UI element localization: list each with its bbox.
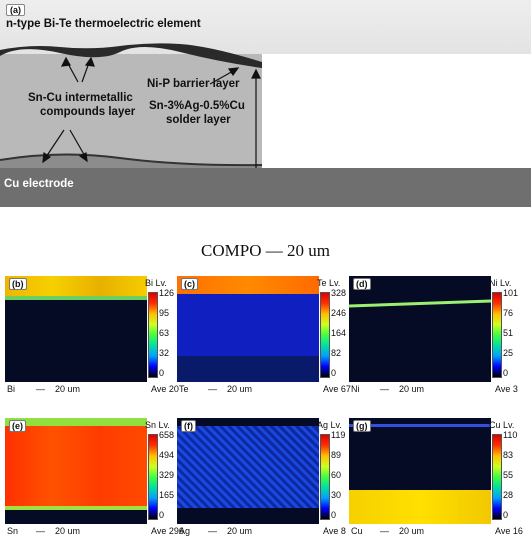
average-label: Ave 20 (151, 384, 179, 394)
colorbar-tick: 329 (159, 470, 175, 480)
element-symbol: Cu (351, 526, 363, 536)
level-label: Sn Lv. (145, 420, 170, 430)
element-symbol: Sn (7, 526, 19, 536)
colorbar (320, 292, 330, 378)
scale-dash: — (380, 526, 389, 536)
panel-label: (b) (9, 278, 27, 290)
colorbar-tick: 60 (331, 470, 342, 480)
colorbar-tick: 494 (159, 450, 175, 460)
colorbar-tick: 165 (159, 490, 175, 500)
scale-dash: — (208, 526, 217, 536)
colorbar-tick: 0 (331, 510, 337, 520)
panel-label: (g) (353, 420, 371, 432)
element-symbol: Te (179, 384, 189, 394)
colorbar-tick: 63 (159, 328, 170, 338)
colorbar-tick: 126 (159, 288, 175, 298)
colorbar-tick: 55 (503, 470, 514, 480)
average-label: Ave 67 (323, 384, 351, 394)
solder-label-2: solder layer (166, 114, 231, 126)
element-map-image: (g) (349, 418, 491, 524)
scale-dash: — (380, 384, 389, 394)
panel-label: (c) (181, 278, 198, 290)
element-map-panel-ag: (f) Ag Lv. 119 89 60 30 0 Ag — 20 um Ave 8 (177, 418, 348, 542)
element-map-panel-sn: (e) Sn Lv. 658 494 329 165 0 Sn — 20 um Ave 296 (5, 418, 184, 542)
scale-bar-label: 20 um (227, 526, 253, 536)
colorbar-tick: 110 (503, 430, 518, 440)
element-map-panel-te: (c) Te Lv. 328 246 164 82 0 Te — 20 um Ave 67 (177, 276, 351, 400)
colorbar-tick: 101 (503, 288, 519, 298)
colorbar-tick: 95 (159, 308, 170, 318)
average-label: Ave 16 (495, 526, 523, 536)
average-label: Ave 8 (323, 526, 346, 536)
scale-dash: — (36, 384, 45, 394)
element-map-image: (d) (349, 276, 491, 382)
colorbar-tick: 328 (331, 288, 347, 298)
colorbar-tick: 0 (159, 368, 165, 378)
level-label: Te Lv. (317, 278, 341, 288)
nip-layer-line (0, 43, 262, 180)
colorbar-tick: 119 (331, 430, 346, 440)
colorbar (492, 292, 502, 378)
colorbar-tick: 89 (331, 450, 342, 460)
sncu-label-1: Sn-Cu intermetallic (28, 92, 133, 104)
colorbar-tick: 83 (503, 450, 514, 460)
scale-bar-label: 20 um (55, 526, 81, 536)
scale-bar-label: 20 um (227, 384, 253, 394)
colorbar-tick: 82 (331, 348, 342, 358)
scale-dash: — (208, 384, 217, 394)
colorbar-tick: 32 (159, 348, 170, 358)
bi-te-region (0, 0, 531, 54)
colorbar-tick: 0 (159, 510, 165, 520)
colorbar-tick: 0 (503, 368, 509, 378)
colorbar-tick: 51 (503, 328, 514, 338)
element-map-panel-ni: (d) Ni Lv. 101 76 51 25 0 Ni — 20 um Ave 3 (349, 276, 520, 400)
nip-label: Ni-P barrier layer (147, 78, 240, 90)
colorbar-tick: 658 (159, 430, 175, 440)
level-label: Cu Lv. (489, 420, 515, 430)
colorbar-tick: 76 (503, 308, 514, 318)
colorbar-tick: 0 (331, 368, 337, 378)
scale-bar-label: 20 um (55, 384, 81, 394)
panel-label: (e) (9, 420, 26, 432)
element-symbol: Bi (7, 384, 16, 394)
element-map-panel-bi: (b) Bi Lv. 126 95 63 32 0 Bi — 20 um Ave 20 (5, 276, 179, 400)
panel-label: (d) (353, 278, 371, 290)
panel-label-a: (a) (6, 4, 25, 16)
colorbar (320, 434, 330, 520)
element-map-image: (c) (177, 276, 319, 382)
sem-title: n-type Bi-Te thermoelectric element (6, 18, 201, 30)
scale-bar-label: 20 um (399, 526, 425, 536)
sem-image: (a) n-type Bi-Te thermoelectric element … (0, 0, 531, 207)
colorbar (148, 434, 158, 520)
compo-caption: COMPO — 20 um (201, 241, 330, 260)
scale-dash: — (36, 526, 45, 536)
scale-bar-label: 20 um (399, 384, 425, 394)
level-label: Bi Lv. (145, 278, 167, 288)
element-symbol: Ni (351, 384, 360, 394)
colorbar-tick: 164 (331, 328, 347, 338)
solder-label-1: Sn-3%Ag-0.5%Cu (149, 100, 245, 112)
sncu-label-2: compounds layer (40, 106, 136, 118)
colorbar (492, 434, 502, 520)
colorbar-tick: 28 (503, 490, 514, 500)
colorbar (148, 292, 158, 378)
colorbar-tick: 25 (503, 348, 514, 358)
element-map-image: (b) (5, 276, 147, 382)
element-map-image: (e) (5, 418, 147, 524)
level-label: Ni Lv. (489, 278, 512, 288)
element-map-image: (f) (177, 418, 319, 524)
cu-label: Cu electrode (4, 178, 74, 190)
cu-electrode-region (0, 168, 531, 207)
colorbar-tick: 0 (503, 510, 509, 520)
colorbar-tick: 30 (331, 490, 342, 500)
element-symbol: Ag (179, 526, 191, 536)
colorbar-tick: 246 (331, 308, 347, 318)
panel-label: (f) (181, 420, 196, 432)
average-label: Ave 296 (151, 526, 184, 536)
level-label: Ag Lv. (317, 420, 342, 430)
average-label: Ave 3 (495, 384, 518, 394)
element-map-panel-cu: (g) Cu Lv. 110 83 55 28 0 Cu — 20 um Ave 16 (349, 418, 523, 542)
